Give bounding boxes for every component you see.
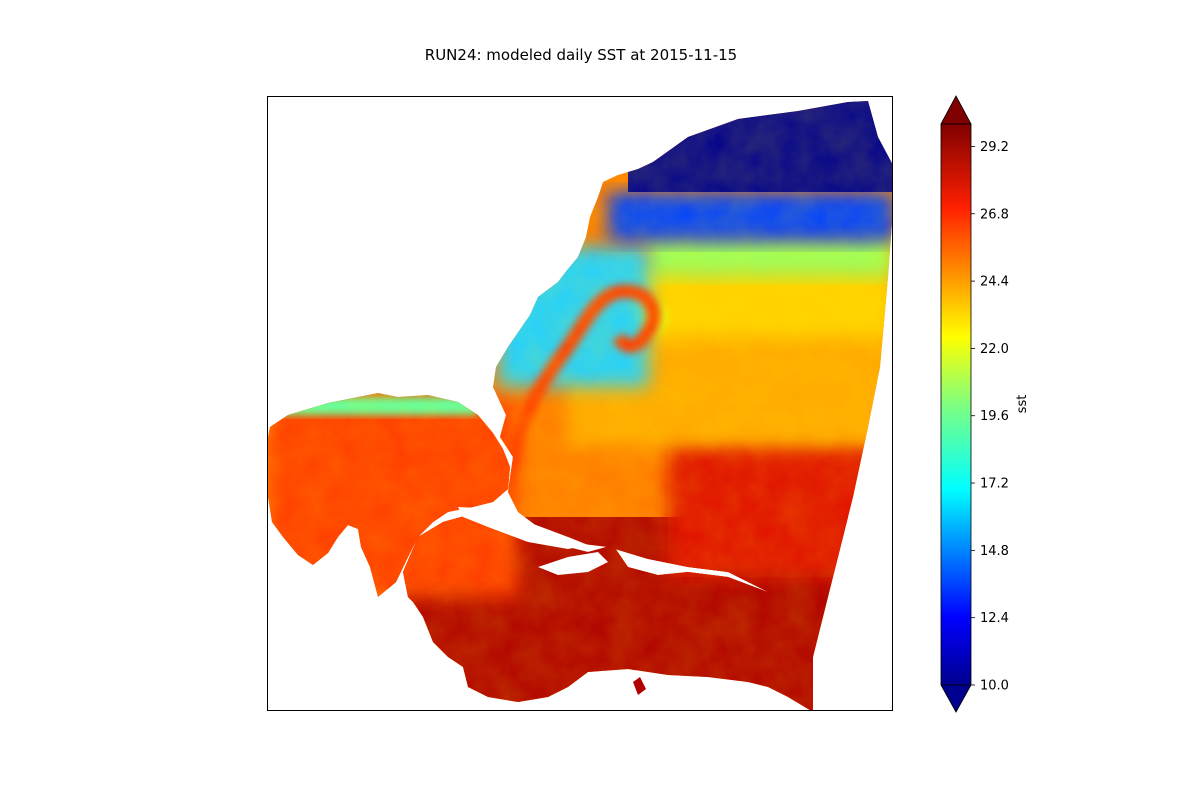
colorbar-tick-label: 22.0 bbox=[980, 342, 1009, 357]
sst-field bbox=[268, 101, 892, 710]
map-axes bbox=[267, 96, 893, 711]
colorbar-tick-label: 26.8 bbox=[980, 207, 1009, 222]
colorbar-tick-label: 12.4 bbox=[980, 611, 1009, 626]
colorbar-tick-label: 29.2 bbox=[980, 140, 1009, 155]
hispaniola-land bbox=[538, 552, 608, 575]
cuba-land bbox=[458, 507, 588, 549]
colorbar-tick-label: 24.4 bbox=[980, 275, 1009, 290]
colorbar-gradient bbox=[940, 123, 972, 686]
colorbar-tick-label: 14.8 bbox=[980, 544, 1009, 559]
sst-map bbox=[268, 101, 892, 710]
colorbar-tick-label: 19.6 bbox=[980, 409, 1009, 424]
colorbar-extend-max bbox=[940, 95, 972, 125]
colorbar-tick-label: 17.2 bbox=[980, 477, 1009, 492]
colorbar-tick-label: 10.0 bbox=[980, 679, 1009, 694]
colorbar-body bbox=[940, 95, 972, 713]
chart-title: RUN24: modeled daily SST at 2015-11-15 bbox=[424, 46, 738, 64]
colorbar-label: sst bbox=[1015, 395, 1030, 414]
small-island bbox=[633, 677, 646, 695]
colorbar: 10.0 12.4 14.8 17.2 19.6 22.0 24.4 26.8 29.2 sst bbox=[940, 95, 1030, 713]
colorbar-ticks: 10.0 12.4 14.8 17.2 19.6 22.0 24.4 26.8 29.2 bbox=[971, 140, 1009, 694]
colorbar-extend-min bbox=[940, 684, 972, 713]
